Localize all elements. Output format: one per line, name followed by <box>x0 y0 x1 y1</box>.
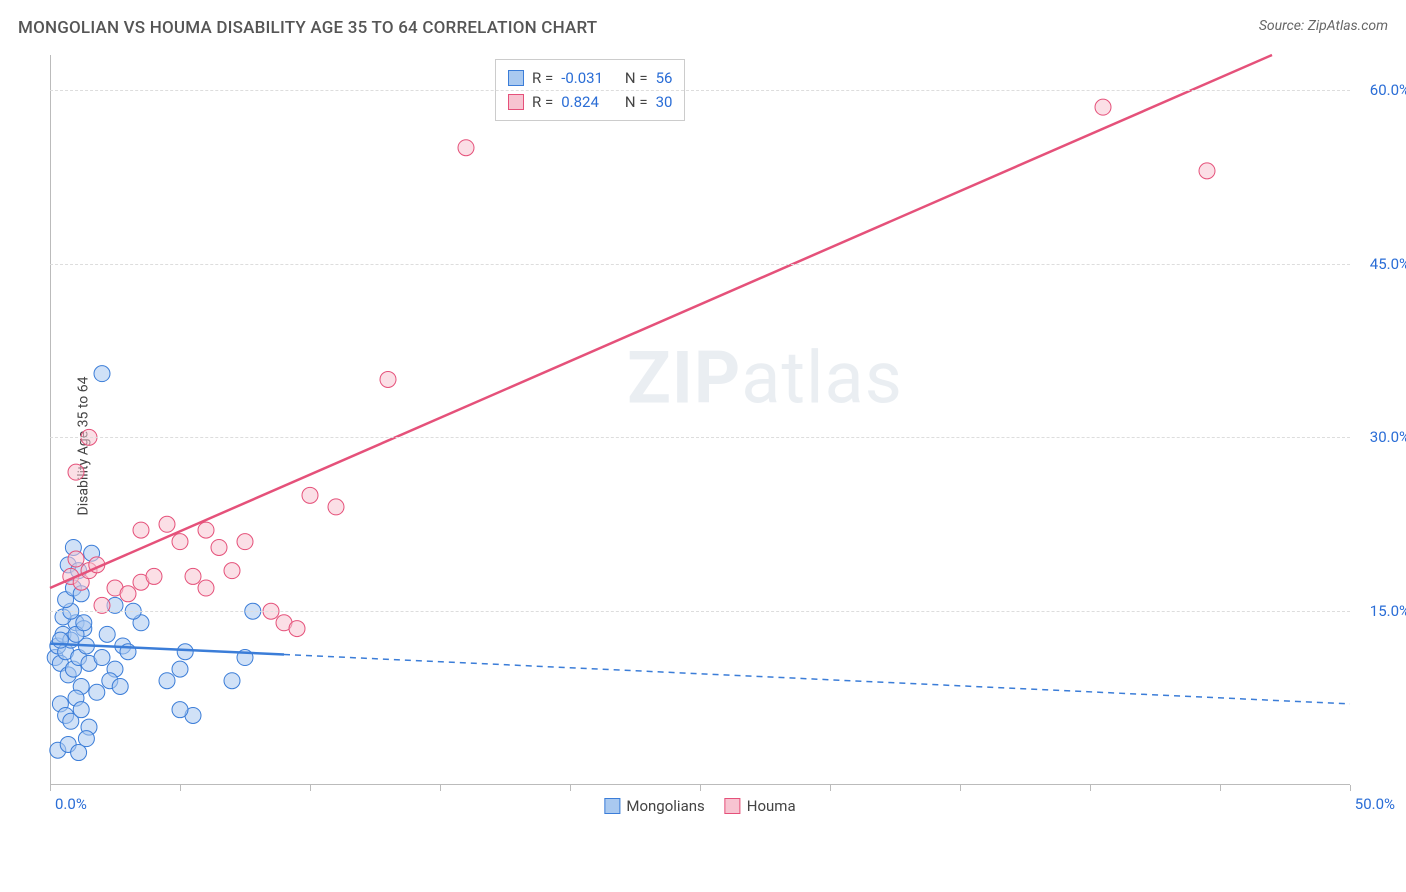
data-point <box>94 366 110 382</box>
data-point <box>71 745 87 761</box>
data-point <box>302 487 318 503</box>
data-point <box>133 522 149 538</box>
data-point <box>73 702 89 718</box>
grid-line <box>50 437 1350 438</box>
data-point <box>1095 99 1111 115</box>
y-tick-label: 30.0% <box>1355 428 1406 446</box>
regression-line-dashed <box>284 654 1350 703</box>
grid-line <box>50 611 1350 612</box>
x-tick-mark <box>960 785 961 791</box>
data-point <box>172 534 188 550</box>
data-point <box>185 568 201 584</box>
legend-r-value: -0.031 <box>561 66 613 90</box>
x-tick-mark <box>1220 785 1221 791</box>
legend-n-label: N = <box>621 66 647 90</box>
grid-line <box>50 264 1350 265</box>
grid-line <box>50 90 1350 91</box>
data-point <box>177 644 193 660</box>
x-tick-mark <box>50 785 51 791</box>
data-point <box>89 684 105 700</box>
x-tick-mark <box>440 785 441 791</box>
y-tick-label: 60.0% <box>1355 81 1406 99</box>
legend-r-value: 0.824 <box>561 90 613 114</box>
data-point <box>146 568 162 584</box>
x-tick-mark <box>310 785 311 791</box>
chart-title: MONGOLIAN VS HOUMA DISABILITY AGE 35 TO … <box>18 18 597 38</box>
legend-swatch <box>725 798 741 814</box>
x-tick-mark <box>1350 785 1351 791</box>
data-point <box>120 586 136 602</box>
x-tick-mark <box>700 785 701 791</box>
legend-swatch <box>508 70 524 86</box>
data-point <box>1199 163 1215 179</box>
legend-n-value: 56 <box>656 66 673 90</box>
x-tick-label: 50.0% <box>1355 795 1395 813</box>
x-tick-mark <box>570 785 571 791</box>
legend-item: Mongolians <box>604 797 704 815</box>
source-label: Source: ZipAtlas.com <box>1259 18 1388 34</box>
legend-swatch <box>508 94 524 110</box>
legend-item: Houma <box>725 797 796 815</box>
scatter-plot <box>50 55 1350 785</box>
data-point <box>289 621 305 637</box>
data-point <box>78 731 94 747</box>
x-tick-label: 0.0% <box>55 795 87 813</box>
legend-series: Mongolians Houma <box>604 797 795 815</box>
data-point <box>224 673 240 689</box>
data-point <box>380 371 396 387</box>
legend-swatch <box>604 798 620 814</box>
legend-row: R = 0.824 N = 30 <box>508 90 672 114</box>
data-point <box>458 140 474 156</box>
legend-n-label: N = <box>621 90 647 114</box>
data-point <box>198 522 214 538</box>
y-tick-label: 15.0% <box>1355 602 1406 620</box>
data-point <box>76 615 92 631</box>
legend-row: R = -0.031 N = 56 <box>508 66 672 90</box>
legend-r-label: R = <box>532 66 553 90</box>
data-point <box>52 632 68 648</box>
legend-label: Mongolians <box>626 797 704 815</box>
x-tick-mark <box>180 785 181 791</box>
data-point <box>172 661 188 677</box>
legend-label: Houma <box>747 797 796 815</box>
data-point <box>159 673 175 689</box>
data-point <box>112 679 128 695</box>
x-tick-mark <box>830 785 831 791</box>
legend-n-value: 30 <box>656 90 673 114</box>
data-point <box>68 551 84 567</box>
data-point <box>237 534 253 550</box>
chart-area: ZIPatlas R =-0.031 N =56R =0.824 N =30 M… <box>50 55 1350 825</box>
y-tick-label: 45.0% <box>1355 255 1406 273</box>
data-point <box>172 702 188 718</box>
data-point <box>211 539 227 555</box>
data-point <box>224 563 240 579</box>
x-tick-mark <box>1090 785 1091 791</box>
regression-line <box>50 55 1272 588</box>
legend-r-label: R = <box>532 90 553 114</box>
data-point <box>159 516 175 532</box>
data-point <box>198 580 214 596</box>
data-point <box>99 626 115 642</box>
data-point <box>94 650 110 666</box>
data-point <box>68 464 84 480</box>
data-point <box>328 499 344 515</box>
